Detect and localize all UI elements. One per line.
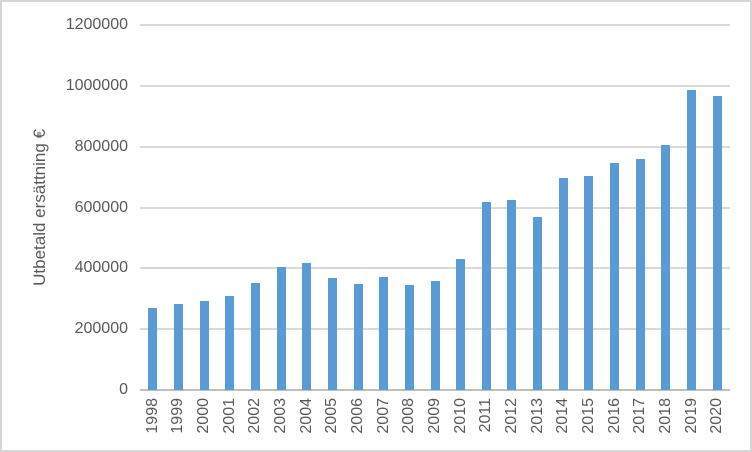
bar-2005 [327,278,337,390]
x-axis-label-2009: 2009 [426,398,443,434]
x-axis-label-2020: 2020 [708,398,726,434]
bar-2008 [404,285,414,390]
bar-2019 [687,90,697,390]
y-tick-label-0: 0 [119,381,128,398]
gridline-400000 [140,267,730,270]
bar-2004 [302,263,312,390]
x-axis-label-2010: 2010 [451,398,469,434]
bar-2013 [533,217,543,390]
x-axis-label-2007: 2007 [374,398,392,434]
gridline-600000 [140,206,730,209]
x-axis-line [140,389,730,391]
bar-2014 [558,178,568,390]
x-axis-label-2019: 2019 [682,398,700,434]
x-axis-label-2003: 2003 [272,398,290,434]
x-axis-label-2004: 2004 [297,398,315,434]
x-axis-label-1998: 1998 [143,398,161,434]
x-axis-label-2017: 2017 [631,398,649,434]
bar-2009 [430,281,440,390]
y-tick-label-1000000: 1000000 [65,76,128,94]
bar-2020 [712,96,722,390]
x-axis-label-2014: 2014 [554,398,572,434]
x-axis-label-2008: 2008 [400,398,418,434]
bar-1998 [148,308,158,390]
bar-2010 [456,259,466,390]
x-axis-label-2001: 2001 [220,398,238,434]
x-axis-label-2016: 2016 [605,398,623,434]
gridline-800000 [140,145,730,148]
bar-2012 [507,200,517,390]
bar-2001 [225,296,235,390]
y-tick-label-600000: 600000 [74,198,128,216]
x-axis-label-2015: 2015 [579,398,597,434]
bar-2006 [353,284,363,390]
y-tick-label-400000: 400000 [74,259,128,277]
y-tick-label-1200000: 1200000 [65,16,128,33]
bar-2018 [661,145,671,390]
x-axis-label-2005: 2005 [323,398,341,434]
x-axis-label-2002: 2002 [246,398,264,434]
x-axis-label-2000: 2000 [195,398,213,434]
plot-area [140,24,730,391]
x-axis-label-2012: 2012 [502,398,520,434]
bar-2007 [379,277,389,390]
bar-2015 [584,176,594,390]
bar-2017 [635,159,645,390]
bar-2002 [250,283,260,390]
y-tick-label-800000: 800000 [74,137,128,155]
bar-1999 [173,304,183,390]
x-axis-label-2018: 2018 [656,398,674,434]
x-axis-label-2013: 2013 [528,398,546,434]
bar-2000 [199,301,209,390]
x-axis-label-2011: 2011 [477,398,495,433]
bar-2003 [276,267,286,390]
gridline-1000000 [140,84,730,87]
y-tick-label-200000: 200000 [74,320,128,338]
bar-2011 [481,202,491,390]
x-axis-label-1999: 1999 [169,398,187,434]
gridline-1200000 [140,24,730,26]
x-axis-label-2006: 2006 [349,398,367,434]
bar-2016 [610,163,620,390]
